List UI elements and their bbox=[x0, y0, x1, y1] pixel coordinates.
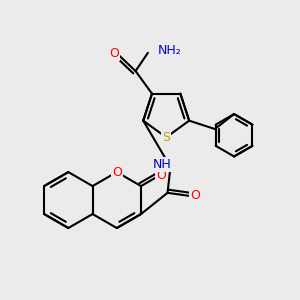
Text: NH: NH bbox=[153, 158, 172, 171]
Text: O: O bbox=[190, 189, 200, 202]
Text: S: S bbox=[162, 131, 170, 144]
Text: O: O bbox=[156, 169, 166, 182]
Text: O: O bbox=[112, 166, 122, 178]
Text: O: O bbox=[109, 47, 119, 60]
Text: NH₂: NH₂ bbox=[157, 44, 181, 57]
